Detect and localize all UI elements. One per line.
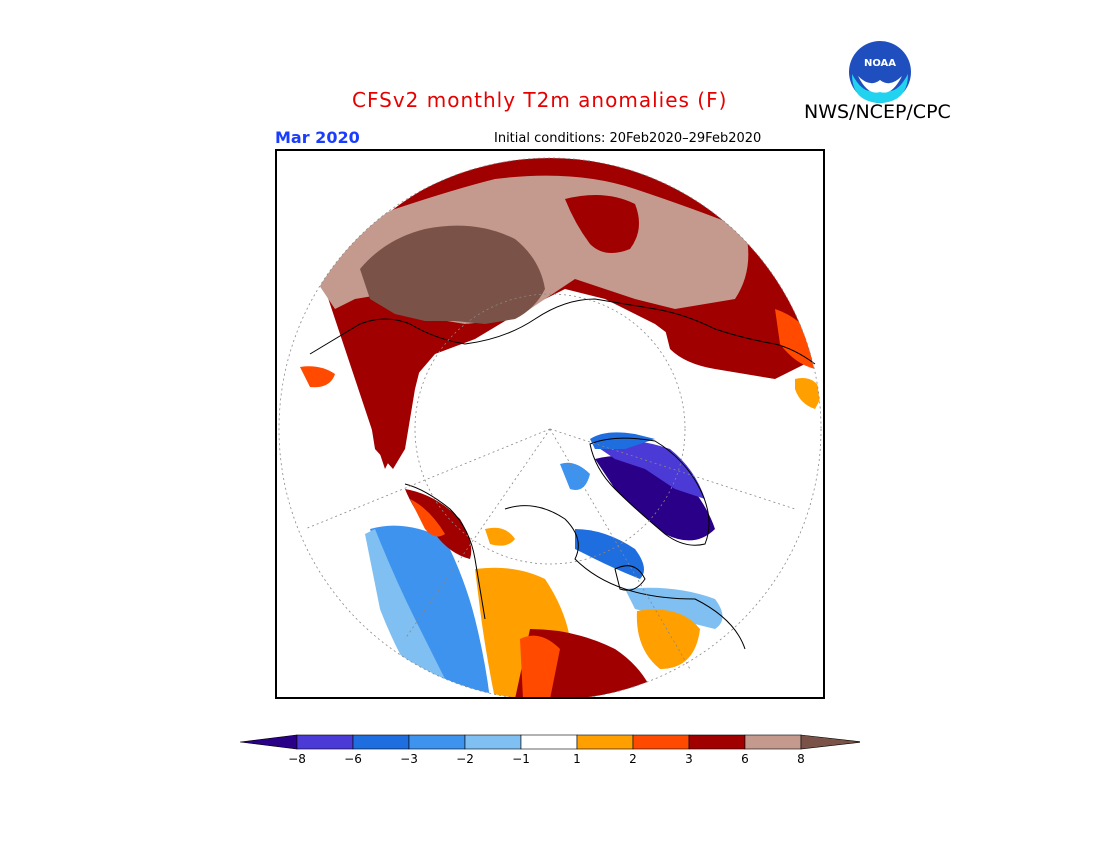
colorbar-arrow-low — [240, 734, 298, 750]
anomaly-region-europe-3to6 — [360, 309, 425, 469]
colorbar-box — [296, 734, 354, 750]
valid-month-label: Mar 2020 — [275, 128, 360, 147]
polar-map — [275, 149, 825, 699]
colorbar-tick-label: 3 — [685, 752, 693, 766]
colorbar-box — [464, 734, 522, 750]
anomaly-region-pacific-1to2 — [485, 527, 515, 546]
colorbar-tick-label: 8 — [797, 752, 805, 766]
anomaly-region-asia-hotspot — [565, 195, 639, 253]
colorbar: −8 −6 −3 −2 −1 1 2 3 6 8 — [240, 734, 860, 766]
anomaly-region-alaska-2to3 — [410, 499, 445, 537]
coastline-greenland — [589, 437, 710, 546]
anomaly-region-west-canada-neg2 — [370, 525, 490, 699]
anomaly-field — [300, 158, 821, 699]
map-border — [275, 149, 825, 699]
anomaly-region-us-2to3 — [520, 635, 560, 699]
anomaly-region-canada-neg3 — [575, 529, 644, 579]
colorbar-box — [520, 734, 578, 750]
map-title: CFSv2 monthly T2m anomalies (F) — [352, 88, 728, 112]
anomaly-region-east-canada-1to2 — [636, 609, 700, 669]
colorbar-box — [408, 734, 466, 750]
colorbar-box — [744, 734, 802, 750]
anomaly-region-greenland-neg6 — [593, 440, 705, 499]
coastline-eurasia — [309, 298, 816, 365]
coastline-hudson-bay — [614, 565, 646, 591]
colorbar-tick-label: 2 — [629, 752, 637, 766]
anomaly-region-us-1to2 — [475, 567, 570, 699]
graticule-circle — [414, 293, 686, 565]
colorbar-tick-label: −2 — [456, 752, 474, 766]
coastlines — [309, 298, 816, 650]
logo-outer-circle — [849, 41, 911, 103]
agency-label: NWS/NCEP/CPC — [804, 101, 951, 123]
anomaly-region-alaska-1to2 — [795, 378, 821, 409]
colorbar-arrow-high — [800, 734, 860, 750]
colorbar-tick-label: −3 — [400, 752, 418, 766]
colorbar-box — [688, 734, 746, 750]
colorbar-boxes — [240, 734, 860, 750]
colorbar-tick-label: −6 — [344, 752, 362, 766]
anomaly-region-greenland-neg3 — [590, 432, 655, 449]
initial-conditions-label: Initial conditions: 20Feb2020–29Feb2020 — [494, 131, 762, 146]
coastline-alaska — [404, 483, 486, 620]
anomaly-region-west-europe-2to3 — [300, 366, 335, 388]
noaa-logo: NOAA — [849, 41, 911, 103]
colorbar-tick-label: 1 — [573, 752, 581, 766]
coastline-canada — [504, 505, 746, 650]
colorbar-box — [632, 734, 690, 750]
colorbar-labels: −8 −6 −3 −2 −1 1 2 3 6 8 — [288, 752, 805, 766]
colorbar-tick-label: −8 — [288, 752, 306, 766]
logo-text: NOAA — [864, 58, 896, 69]
graticule-meridian — [304, 428, 551, 530]
anomaly-region-west-canada-neg1 — [365, 529, 455, 699]
anomaly-region-siberia-gt8 — [360, 225, 545, 324]
anomaly-region-east-asia-2to3 — [775, 309, 820, 369]
anomaly-region-greenland-lt-8 — [595, 455, 715, 541]
anomaly-region-hudson-neg1 — [625, 587, 723, 629]
graticule-meridian — [549, 428, 691, 670]
anomaly-region-east-asia-3to6 — [665, 325, 738, 369]
colorbar-box — [352, 734, 410, 750]
anomaly-region-canada-neg2 — [560, 462, 590, 490]
colorbar-tick-label: −1 — [512, 752, 530, 766]
colorbar-box — [576, 734, 634, 750]
graticule — [278, 157, 822, 699]
colorbar-tick-label: 6 — [741, 752, 749, 766]
graticule-outer — [278, 157, 822, 699]
logo-bird-wing — [858, 76, 902, 93]
